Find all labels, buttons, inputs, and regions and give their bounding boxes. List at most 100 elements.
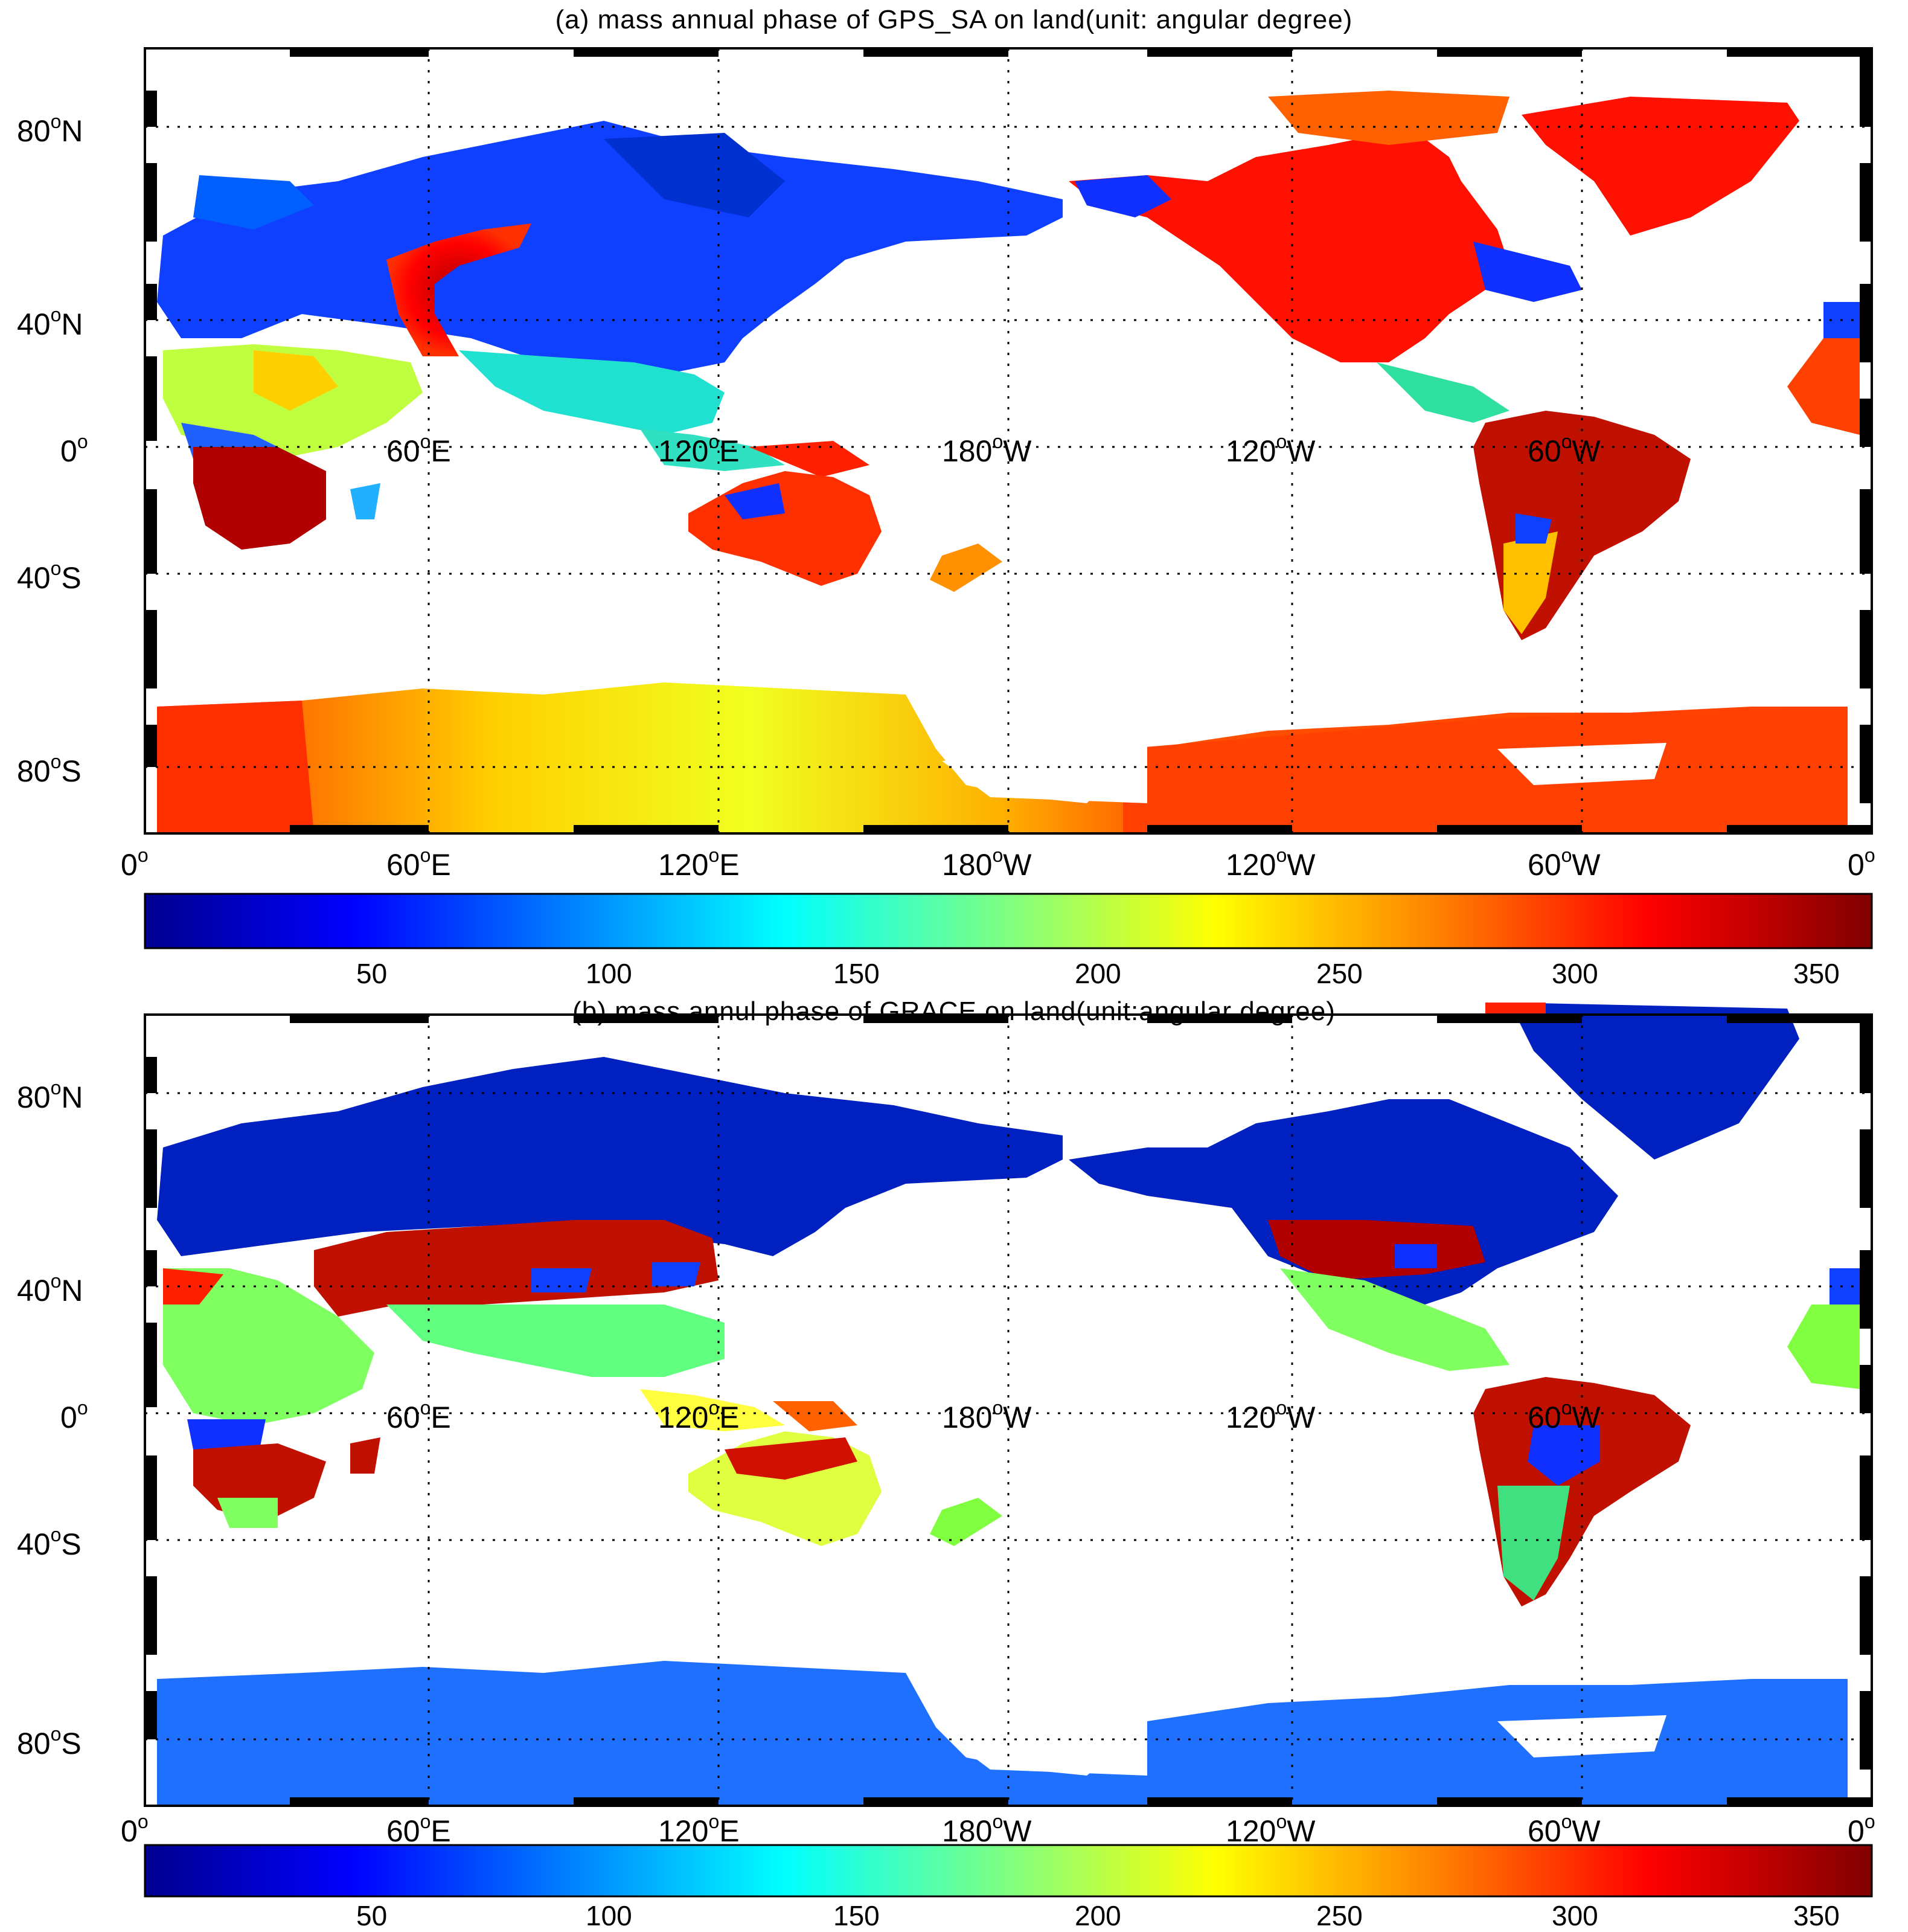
lat-label-80n: 80oN bbox=[17, 1077, 83, 1114]
lat-label-80s: 80oS bbox=[17, 751, 82, 788]
europe-region bbox=[193, 175, 314, 229]
north-china-region bbox=[652, 1262, 700, 1286]
land-patches bbox=[157, 1003, 1860, 1806]
colorbar-tick: 350 bbox=[1793, 1900, 1840, 1931]
southern-africa-region bbox=[193, 447, 326, 550]
se-asia-region bbox=[640, 429, 785, 471]
panel-b: (b) mass annul phase of GRACE on land(un… bbox=[0, 966, 1908, 1931]
north-africa-region bbox=[163, 1268, 374, 1425]
madagascar-region bbox=[350, 1437, 380, 1474]
colorbar-tick: 300 bbox=[1552, 958, 1598, 989]
colorbar-tick: 200 bbox=[1075, 958, 1121, 989]
central-america-region bbox=[1280, 1268, 1509, 1371]
andes-region bbox=[1516, 513, 1552, 544]
inner-lon-label-60e: 60oE bbox=[386, 1397, 451, 1434]
west-africa-region bbox=[1787, 338, 1860, 435]
greenland-region bbox=[1522, 97, 1799, 236]
tibet-region bbox=[531, 1268, 592, 1292]
lon-label-180w: 180oW bbox=[942, 1811, 1032, 1848]
colorbar bbox=[144, 1844, 1873, 1898]
west-antarctica-region bbox=[1123, 707, 1848, 833]
new-zealand-region bbox=[930, 1498, 1002, 1546]
lon-label-120e: 120oE bbox=[658, 844, 740, 882]
north-america-region bbox=[1069, 133, 1509, 362]
australia-region bbox=[688, 471, 882, 586]
south-asia-region bbox=[386, 1305, 725, 1377]
patagonia-region bbox=[1497, 1486, 1570, 1600]
lon-label-60e: 60oE bbox=[386, 844, 451, 882]
lat-label-0: 0o bbox=[60, 1397, 88, 1434]
inner-lon-label-120e: 120oE bbox=[658, 1397, 740, 1434]
iberia-region bbox=[1830, 1268, 1860, 1305]
inner-lon-label-180w: 180oW bbox=[942, 431, 1032, 468]
se-asia-region bbox=[640, 1389, 785, 1431]
map-frame bbox=[144, 47, 1873, 949]
inner-lon-label-120w: 120oW bbox=[1226, 1397, 1316, 1434]
map-frame bbox=[144, 1003, 1873, 1898]
madagascar-region bbox=[350, 483, 380, 519]
colorbar-tick: 250 bbox=[1316, 1900, 1363, 1931]
midwest-region bbox=[1395, 1244, 1437, 1268]
canadian-archipelago-region bbox=[1268, 91, 1509, 145]
lon-label-0: 0o bbox=[121, 1811, 149, 1848]
antarctica-edge-region bbox=[157, 701, 314, 833]
siberia-region bbox=[604, 133, 785, 217]
lon-label-0-right: 0o bbox=[1848, 1811, 1875, 1848]
lon-label-0: 0o bbox=[121, 844, 149, 882]
colorbar bbox=[144, 893, 1873, 949]
west-africa-region bbox=[1787, 1305, 1860, 1389]
lat-label-40n: 40oN bbox=[17, 1270, 83, 1308]
colorbar-tick: 100 bbox=[586, 958, 632, 989]
eurasia-region bbox=[157, 121, 1063, 374]
central-asia-region bbox=[314, 1220, 719, 1317]
new-zealand-region bbox=[930, 544, 1002, 592]
panel-title: (a) mass annual phase of GPS_SA on land(… bbox=[555, 5, 1353, 34]
weddell-shelf-gap bbox=[1497, 743, 1666, 785]
sahara-region bbox=[254, 350, 338, 411]
colorbar-tick: 350 bbox=[1793, 958, 1840, 989]
colorbar-tick: 150 bbox=[833, 958, 880, 989]
inner-lon-label-60e: 60oE bbox=[386, 431, 451, 468]
colorbar-tick: 300 bbox=[1552, 1900, 1598, 1931]
lon-label-60w: 60oW bbox=[1528, 844, 1601, 882]
colorbar-tick: 150 bbox=[833, 1900, 880, 1931]
inner-lon-label-120e: 120oE bbox=[658, 431, 740, 468]
north-australia-region bbox=[725, 1437, 857, 1480]
cape-region bbox=[217, 1498, 278, 1528]
lat-label-80s: 80oS bbox=[17, 1723, 82, 1760]
new-guinea-region bbox=[749, 441, 869, 477]
lat-label-0: 0o bbox=[60, 431, 88, 468]
colorbar-tick: 200 bbox=[1075, 1900, 1121, 1931]
graticule bbox=[145, 1015, 1872, 1806]
lat-label-40s: 40oS bbox=[17, 1524, 82, 1561]
frame-ticks bbox=[145, 48, 1872, 833]
central-asia-region bbox=[386, 223, 531, 356]
inner-lon-label-60w: 60oW bbox=[1528, 431, 1601, 468]
central-america-region bbox=[1377, 362, 1509, 423]
lon-label-60w: 60oW bbox=[1528, 1811, 1601, 1848]
greenland-region bbox=[1509, 1003, 1799, 1160]
lon-label-180w: 180oW bbox=[942, 844, 1032, 882]
graticule bbox=[145, 48, 1872, 833]
inner-lon-label-180w: 180oW bbox=[942, 1397, 1032, 1434]
alaska-region bbox=[1075, 175, 1171, 217]
colorbar-tick: 100 bbox=[586, 1900, 632, 1931]
panel-a: (a) mass annual phase of GPS_SA on land(… bbox=[17, 5, 1875, 989]
lon-label-120w: 120oW bbox=[1226, 844, 1316, 882]
quebec-region bbox=[1473, 242, 1582, 302]
land-patches bbox=[157, 91, 1860, 833]
frame-ticks bbox=[145, 1015, 1872, 1806]
south-asia-region bbox=[459, 350, 725, 435]
lon-label-120e: 120oE bbox=[658, 1811, 740, 1848]
eurasia-region bbox=[157, 1057, 1063, 1256]
colorbar-tick: 50 bbox=[356, 958, 388, 989]
congo-region bbox=[187, 1419, 266, 1449]
lon-label-0-right: 0o bbox=[1848, 844, 1875, 882]
lon-label-120w: 120oW bbox=[1226, 1811, 1316, 1848]
lat-label-80n: 80oN bbox=[17, 111, 83, 148]
lon-label-60e: 60oE bbox=[386, 1811, 451, 1848]
ross-shelf-gap bbox=[942, 743, 1147, 803]
colorbar-tick: 50 bbox=[356, 1900, 388, 1931]
patagonia-region bbox=[1503, 531, 1558, 634]
new-guinea-region bbox=[773, 1401, 857, 1431]
